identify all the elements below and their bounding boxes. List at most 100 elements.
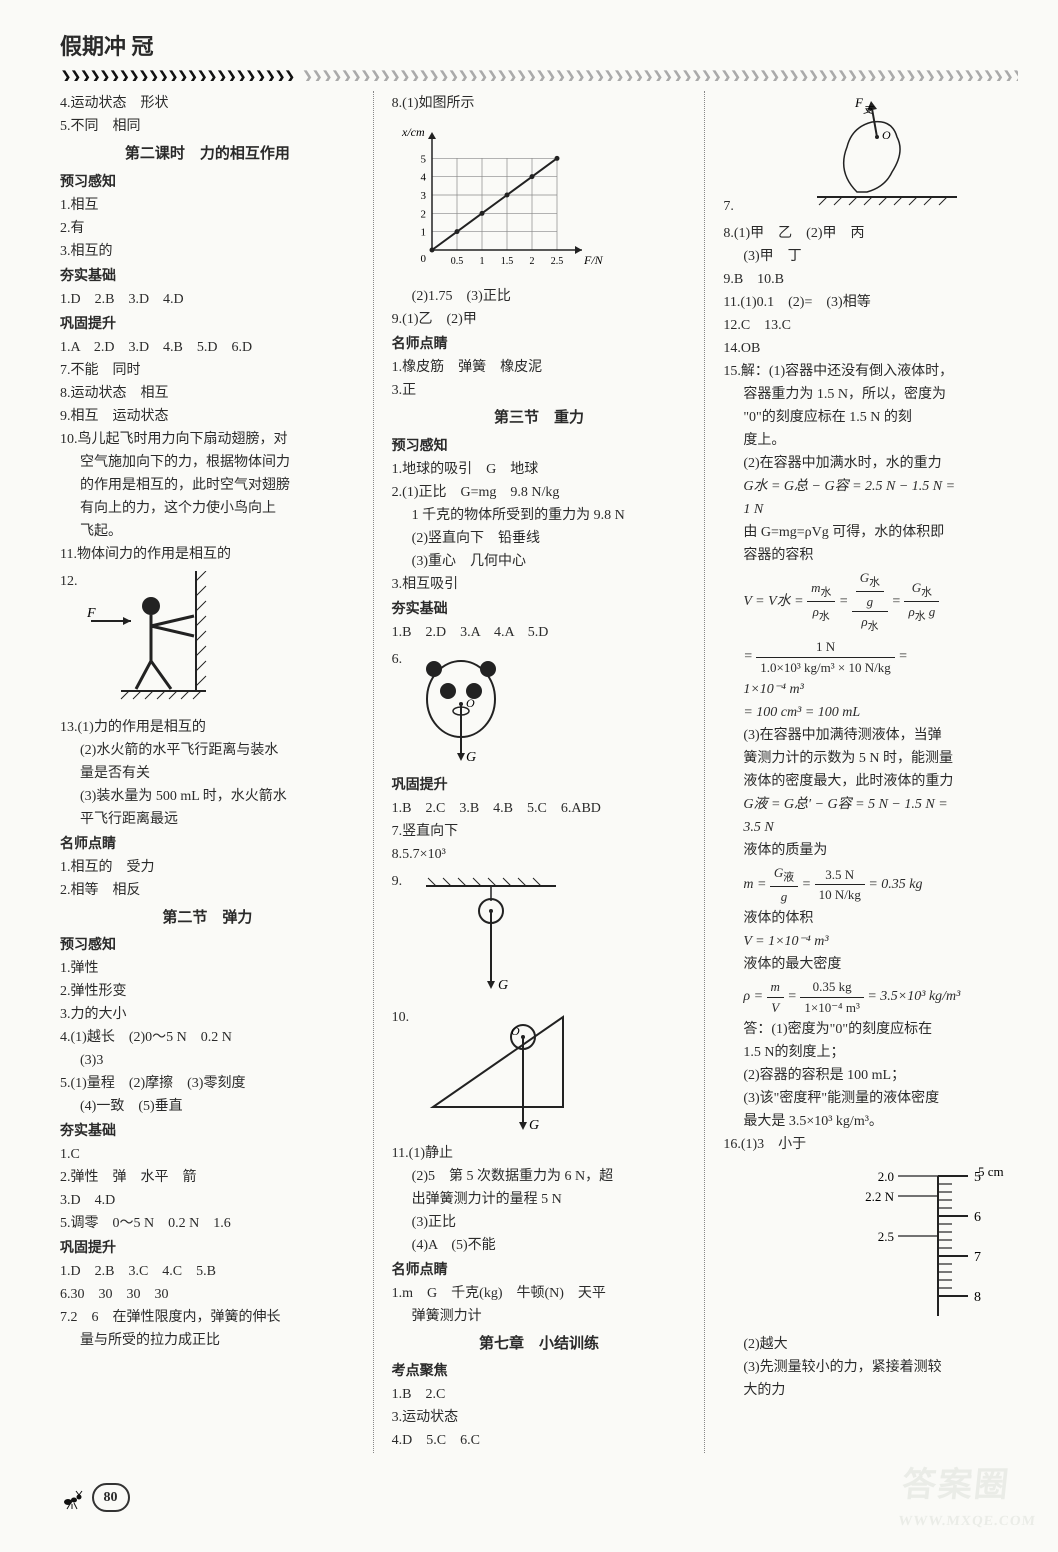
math-line: = 100 cm³ = 100 mL [723,702,1018,723]
svg-text:x/cm: x/cm [401,125,425,139]
text-line: 出弹簧测力计的量程 5 N [392,1189,687,1210]
text-line: 3.运动状态 [392,1407,687,1428]
text-line: 11.物体间力的作用是相互的 [60,544,355,565]
text-line: 2.弹性 弹 水平 箭 [60,1167,355,1188]
text-line: (2)1.75 (3)正比 [392,286,687,307]
text-line: 8.5.7×10³ [392,844,687,865]
text-line: 1.A 2.D 3.D 4.B 5.D 6.D [60,337,355,358]
svg-text:F: F [86,606,96,621]
text-line: 有向上的力，这个力使小鸟向上 [60,498,355,519]
text-line: 7.2 6 在弹性限度内，弹簧的伸长 [60,1307,355,1328]
text-line: 3.力的大小 [60,1004,355,1025]
subheading: 名师点睛 [60,834,355,855]
section-heading: 第三节 重力 [392,407,687,430]
subheading: 夯实基础 [60,266,355,287]
text-line: 1.地球的吸引 G 地球 [392,459,687,480]
text-line: (3)先测量较小的力，紧接着测较 [723,1357,1018,1378]
text-line: 3.相互吸引 [392,574,687,595]
svg-text:0.5: 0.5 [450,256,463,267]
svg-text:O: O [511,1024,520,1038]
text-line: 1 千克的物体所受到的重力为 9.8 N [392,505,687,526]
text-line: 2.相等 相反 [60,880,355,901]
label: 10. [392,1010,410,1025]
text-line: 空气施加向下的力，根据物体间力 [60,452,355,473]
subheading: 巩固提升 [60,1238,355,1259]
subheading: 考点聚焦 [392,1361,687,1382]
text-line: 5.(1)量程 (2)摩擦 (3)零刻度 [60,1073,355,1094]
text-line: "0"的刻度应标在 1.5 N 的刻 [723,407,1018,428]
subheading: 名师点睛 [392,334,687,355]
text-line: 3.相互的 [60,241,355,262]
text-line: 度上。 [723,430,1018,451]
svg-text:3: 3 [420,190,426,202]
text-line: 8.运动状态 相互 [60,383,355,404]
text-line: 9.相互 运动状态 [60,406,355,427]
figure-hanging-ball: 9. G [392,871,687,1001]
math-line: m = G液g = 3.5 N10 N/kg = 0.35 kg [723,863,1018,906]
text-line: 7.竖直向下 [392,821,687,842]
text-line: 11.(1)0.1 (2)= (3)相等 [723,292,1018,313]
svg-text:2.5: 2.5 [550,256,563,267]
text-line: 答：(1)密度为"0"的刻度应标在 [723,1019,1018,1040]
text-line: (3)该"密度秤"能测量的液体密度 [723,1088,1018,1109]
text-line: 大的力 [723,1380,1018,1401]
label: 7. [723,199,734,214]
svg-text:2: 2 [420,208,426,220]
svg-text:5: 5 [420,153,426,165]
text-line: (4)A (5)不能 [392,1235,687,1256]
text-line: 飞起。 [60,521,355,542]
subheading: 巩固提升 [392,775,687,796]
math-line: V = 1×10⁻⁴ m³ [723,931,1018,952]
label: m = [743,877,770,892]
section-heading: 第二节 弹力 [60,907,355,930]
column-3: 7. O F支 [723,91,1018,1453]
text-line: 1.m G 千克(kg) 牛顿(N) 天平 [392,1283,687,1304]
svg-text:2.2 N: 2.2 N [865,1189,895,1204]
text-line: 量是否有关 [60,763,355,784]
text-line: 1.D 2.B 3.C 4.C 5.B [60,1261,355,1282]
label: 9. [392,874,403,889]
text-line: (3)正比 [392,1212,687,1233]
label: V = V水 = [743,594,807,609]
text-line: 4.(1)越长 (2)0～5 N 0.2 N [60,1027,355,1048]
svg-text:F/N: F/N [583,253,604,267]
text-line: 1.5 N的刻度上； [723,1042,1018,1063]
text-line: 12.C 13.C [723,315,1018,336]
text-line: (3)装水量为 500 mL 时，水火箭水 [60,786,355,807]
text-line: 15.解：(1)容器中还没有倒入液体时， [723,361,1018,382]
text-line: 5.不同 相同 [60,116,355,137]
text-line: 6.30 30 30 30 [60,1284,355,1305]
text-line: 弹簧测力计 [392,1306,687,1327]
math-line: V = V水 = m水ρ水 = G水gρ水 = G水ρ水 g [723,568,1018,635]
subheading: 预习感知 [60,935,355,956]
figure-mascot-gravity: 6. O G [392,649,687,769]
svg-text:2.5: 2.5 [878,1229,894,1244]
section-heading: 第二课时 力的相互作用 [60,143,355,166]
subheading: 预习感知 [392,436,687,457]
text-line: 液体的体积 [723,908,1018,929]
ant-icon [60,1486,84,1510]
svg-text:8: 8 [974,1290,981,1305]
text-line: 容器的容积 [723,545,1018,566]
subheading: 名师点睛 [392,1260,687,1281]
svg-text:4: 4 [420,172,426,184]
svg-text:G: G [466,750,476,765]
section-heading: 第七章 小结训练 [392,1333,687,1356]
figure-scale-ruler: 56785 cm2.02.2 N2.5 [723,1161,1018,1328]
text-line: 2.有 [60,218,355,239]
text-line: 由 G=mg=ρVg 可得，水的体积即 [723,522,1018,543]
text-line: 1.相互的 受力 [60,857,355,878]
text-line: 1.B 2.C [392,1384,687,1405]
text-line: (4)一致 (5)垂直 [60,1096,355,1117]
text-line: (3)在容器中加满待测液体，当弹 [723,725,1018,746]
svg-text:G: G [498,978,508,993]
text-line: 1.相互 [60,195,355,216]
label: ρ = [743,990,766,1005]
figure-incline-ball: 10. O G [392,1007,687,1137]
svg-text:O: O [882,128,891,142]
text-line: (2)在容器中加满水时，水的重力 [723,453,1018,474]
column-2: 8.(1)如图所示 123450.511.522.50F/Nx/cm (2)1.… [392,91,687,1453]
text-line: 1.橡皮筋 弹簧 橡皮泥 [392,357,687,378]
text-line: 5.调零 0～5 N 0.2 N 1.6 [60,1213,355,1234]
text-line: 3.D 4.D [60,1190,355,1211]
